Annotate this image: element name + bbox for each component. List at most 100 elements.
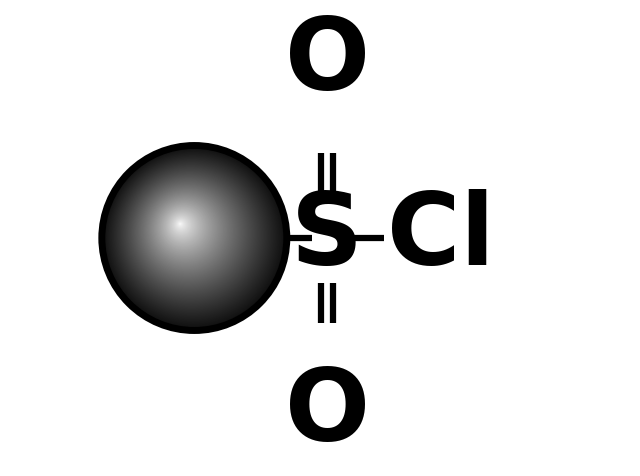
Circle shape — [148, 192, 224, 268]
Circle shape — [141, 185, 234, 277]
Circle shape — [110, 154, 275, 319]
Circle shape — [163, 207, 204, 247]
Circle shape — [134, 178, 242, 286]
Circle shape — [129, 173, 250, 294]
Text: O: O — [285, 14, 370, 111]
Circle shape — [156, 199, 214, 258]
Circle shape — [141, 185, 233, 277]
Circle shape — [143, 187, 231, 275]
Circle shape — [175, 218, 187, 231]
Circle shape — [126, 170, 253, 297]
Circle shape — [120, 163, 262, 306]
Circle shape — [171, 215, 193, 236]
Circle shape — [170, 213, 195, 238]
Circle shape — [158, 202, 210, 254]
Circle shape — [176, 219, 186, 229]
Circle shape — [134, 178, 243, 287]
Circle shape — [123, 167, 258, 302]
Circle shape — [165, 209, 200, 244]
Circle shape — [148, 191, 224, 268]
Circle shape — [102, 146, 286, 330]
Circle shape — [174, 218, 189, 232]
Circle shape — [122, 165, 260, 304]
Circle shape — [109, 153, 277, 320]
Circle shape — [163, 207, 204, 247]
Circle shape — [154, 198, 216, 260]
Circle shape — [170, 213, 195, 238]
Circle shape — [173, 217, 190, 234]
Circle shape — [119, 163, 263, 307]
Circle shape — [106, 149, 281, 325]
Circle shape — [103, 147, 285, 329]
Circle shape — [146, 189, 227, 271]
Circle shape — [150, 194, 220, 264]
Circle shape — [169, 213, 195, 239]
Circle shape — [173, 217, 189, 233]
Circle shape — [109, 152, 277, 321]
Circle shape — [106, 150, 280, 324]
Circle shape — [175, 219, 186, 230]
Circle shape — [127, 171, 252, 296]
Circle shape — [168, 212, 196, 239]
Circle shape — [179, 222, 182, 226]
Circle shape — [155, 198, 214, 258]
Circle shape — [162, 206, 205, 248]
Circle shape — [132, 176, 246, 289]
Circle shape — [127, 170, 253, 297]
Circle shape — [108, 152, 278, 322]
Circle shape — [112, 156, 273, 316]
Circle shape — [168, 211, 197, 240]
Circle shape — [111, 155, 274, 317]
Circle shape — [168, 212, 196, 240]
Circle shape — [121, 165, 260, 304]
Circle shape — [112, 156, 273, 317]
Circle shape — [159, 203, 208, 252]
Circle shape — [149, 193, 223, 266]
Circle shape — [156, 200, 213, 257]
Circle shape — [147, 190, 226, 269]
Circle shape — [166, 210, 199, 243]
Circle shape — [104, 147, 285, 328]
Circle shape — [153, 197, 217, 261]
Circle shape — [116, 160, 268, 311]
Circle shape — [116, 160, 266, 310]
Circle shape — [110, 154, 276, 319]
Circle shape — [177, 220, 185, 228]
Circle shape — [119, 163, 263, 307]
Circle shape — [175, 218, 188, 231]
Circle shape — [159, 202, 210, 253]
Circle shape — [138, 182, 237, 281]
Circle shape — [111, 154, 275, 319]
Circle shape — [172, 215, 192, 236]
Circle shape — [148, 192, 223, 267]
Circle shape — [152, 196, 218, 262]
Circle shape — [165, 208, 201, 244]
Circle shape — [124, 167, 258, 301]
Circle shape — [124, 168, 257, 301]
Circle shape — [128, 172, 252, 295]
Circle shape — [179, 222, 182, 226]
Circle shape — [124, 167, 257, 301]
Circle shape — [161, 205, 205, 249]
Circle shape — [166, 210, 199, 243]
Circle shape — [164, 208, 202, 246]
Circle shape — [152, 196, 218, 262]
Circle shape — [107, 150, 280, 324]
Circle shape — [172, 216, 191, 235]
Circle shape — [111, 155, 274, 317]
Circle shape — [116, 159, 268, 311]
Circle shape — [118, 162, 264, 308]
Circle shape — [129, 173, 250, 293]
Circle shape — [132, 176, 245, 288]
Circle shape — [138, 181, 238, 282]
Circle shape — [105, 149, 282, 326]
Circle shape — [127, 171, 252, 295]
Circle shape — [174, 218, 188, 232]
Circle shape — [160, 204, 207, 251]
Circle shape — [139, 183, 236, 279]
Circle shape — [143, 187, 230, 274]
Circle shape — [111, 155, 275, 318]
Circle shape — [179, 223, 182, 225]
Text: O: O — [285, 365, 370, 462]
Circle shape — [104, 148, 284, 327]
